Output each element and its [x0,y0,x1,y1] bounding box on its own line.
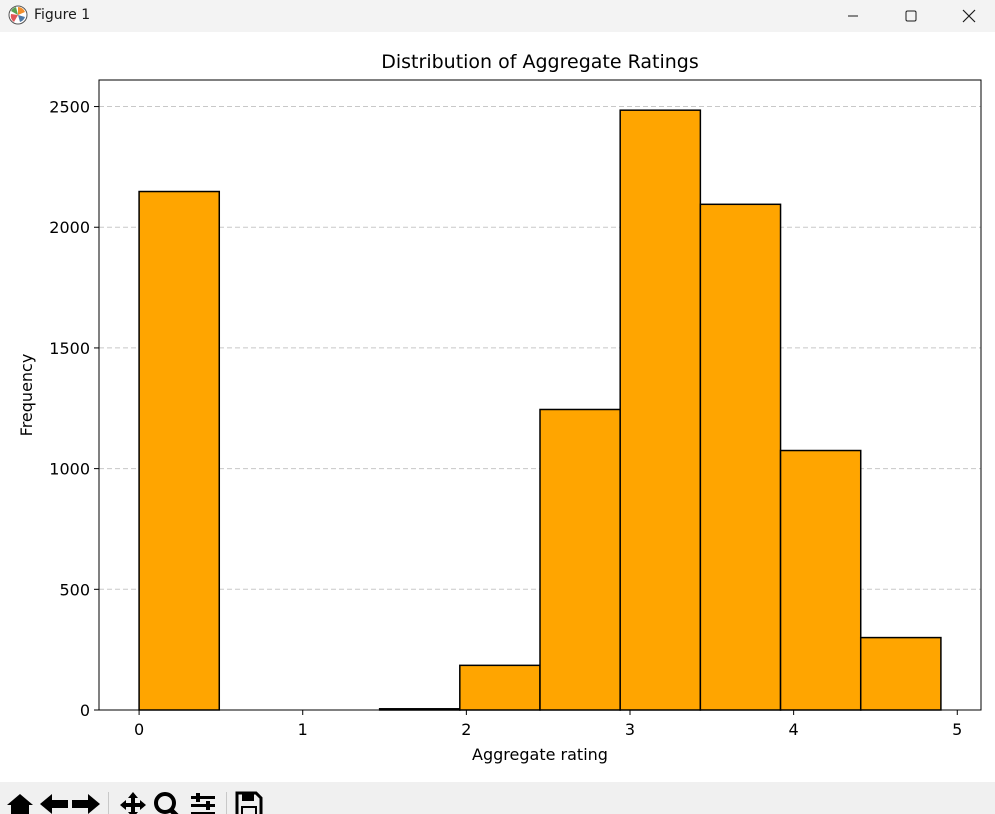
y-tick-label: 1000 [49,460,90,479]
navigation-toolbar [0,782,995,814]
histogram-chart: 0 500 1000 1500 2000 2500 0 1 2 3 4 5 Distribution … [17,51,982,764]
histogram-bar [619,109,702,711]
x-axis-label: Aggregate rating [472,745,608,764]
x-tick-label: 3 [625,720,635,739]
close-button[interactable] [940,0,995,32]
minimize-button[interactable] [824,0,882,32]
histogram-bar [699,203,782,711]
x-tick-label: 1 [298,720,308,739]
maximize-button[interactable] [882,0,940,32]
figure-canvas[interactable]: 0 500 1000 1500 2000 2500 0 1 2 3 4 5 Distribution … [0,32,995,782]
window-title: Figure 1 [34,7,91,23]
y-tick-label: 2000 [49,218,90,237]
pan-icon[interactable] [117,790,149,814]
y-tick-label: 1500 [49,339,90,358]
minimize-icon [848,15,858,17]
matplotlib-logo-icon [8,5,28,25]
window-titlebar: Figure 1 [0,0,995,32]
y-tick-label: 2500 [49,98,90,117]
home-icon[interactable] [4,790,36,814]
histogram-bar [539,408,621,711]
histogram-bar [459,664,541,711]
close-icon [962,9,976,23]
histogram-bar [859,636,942,711]
zoom-icon[interactable] [151,790,183,814]
x-tick-label: 5 [952,720,962,739]
save-icon[interactable] [233,790,265,814]
back-icon[interactable] [38,790,70,814]
histogram-bar [138,190,221,711]
forward-icon[interactable] [70,790,102,814]
maximize-icon [905,10,917,22]
chart-title: Distribution of Aggregate Ratings [381,51,698,73]
y-tick-label: 0 [80,701,90,720]
axes-frame [98,79,982,711]
x-tick-label: 0 [134,720,144,739]
histogram-bar [779,449,862,711]
x-tick-label: 4 [789,720,799,739]
toolbar-separator [108,792,109,814]
toolbar-separator [226,792,227,814]
x-tick-label: 2 [461,720,471,739]
y-axis-label: Frequency [17,354,36,437]
configure-subplots-icon[interactable] [187,790,219,814]
y-tick-label: 500 [59,580,90,599]
